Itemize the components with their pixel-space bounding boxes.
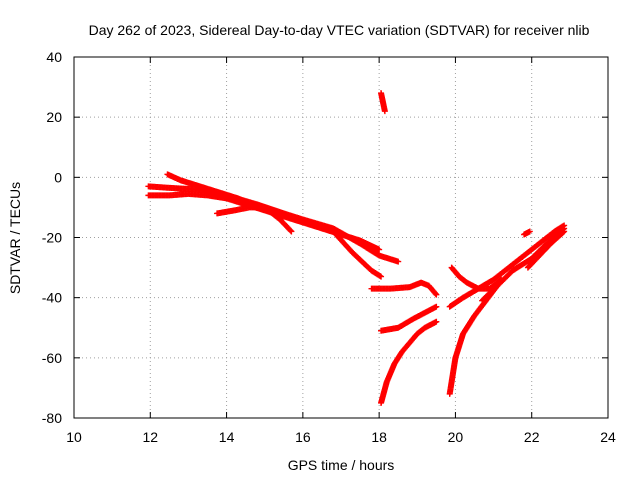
x-axis-label: GPS time / hours (288, 457, 395, 473)
data-point (288, 228, 295, 235)
series-arc-n (524, 228, 568, 271)
series-arc-e (330, 228, 385, 280)
x-tick-label: 24 (600, 429, 616, 445)
data-point (381, 108, 388, 115)
y-tick-label: 0 (54, 169, 62, 185)
y-tick-label: 40 (46, 49, 62, 65)
data-point (433, 291, 440, 298)
series-arc-g (378, 90, 388, 115)
data-point (376, 246, 383, 253)
x-tick-label: 14 (219, 429, 235, 445)
x-tick-label: 18 (371, 429, 387, 445)
data-points (145, 90, 568, 406)
data-point-fill (287, 227, 294, 234)
series-arc-i (378, 318, 440, 406)
y-tick-label: -20 (42, 230, 62, 246)
x-tick-label: 10 (66, 429, 82, 445)
series-arc-m (479, 225, 568, 304)
data-point (526, 228, 533, 235)
axis-ticks (73, 56, 609, 419)
data-point-fill (560, 229, 567, 236)
x-tick-label: 20 (448, 429, 464, 445)
data-point-fill (432, 290, 439, 297)
x-tick-labels: 10 12 14 16 18 20 22 24 (66, 429, 616, 445)
data-point (378, 273, 385, 280)
data-point (561, 228, 568, 235)
y-tick-label: -60 (42, 350, 62, 366)
series-arc-l (446, 222, 568, 310)
y-tick-label: -80 (42, 410, 62, 426)
grid-lines (74, 57, 608, 418)
series-arc-k (446, 282, 501, 397)
x-tick-label: 12 (142, 429, 158, 445)
series-arc-h (378, 303, 440, 334)
y-tick-label: -40 (42, 290, 62, 306)
data-point (433, 303, 440, 310)
series-arc-d (214, 204, 295, 235)
series-arc-f (368, 279, 440, 298)
x-tick-label: 16 (295, 429, 311, 445)
data-point (433, 318, 440, 325)
y-axis-label: SDTVAR / TECUs (7, 182, 23, 294)
x-tick-label: 22 (524, 429, 540, 445)
y-tick-labels: -80 -60 -40 -20 0 20 40 (42, 49, 62, 426)
series-arc-o (521, 228, 533, 238)
y-tick-label: 20 (46, 109, 62, 125)
data-point (395, 258, 402, 265)
chart-title: Day 262 of 2023, Sidereal Day-to-day VTE… (89, 22, 590, 38)
